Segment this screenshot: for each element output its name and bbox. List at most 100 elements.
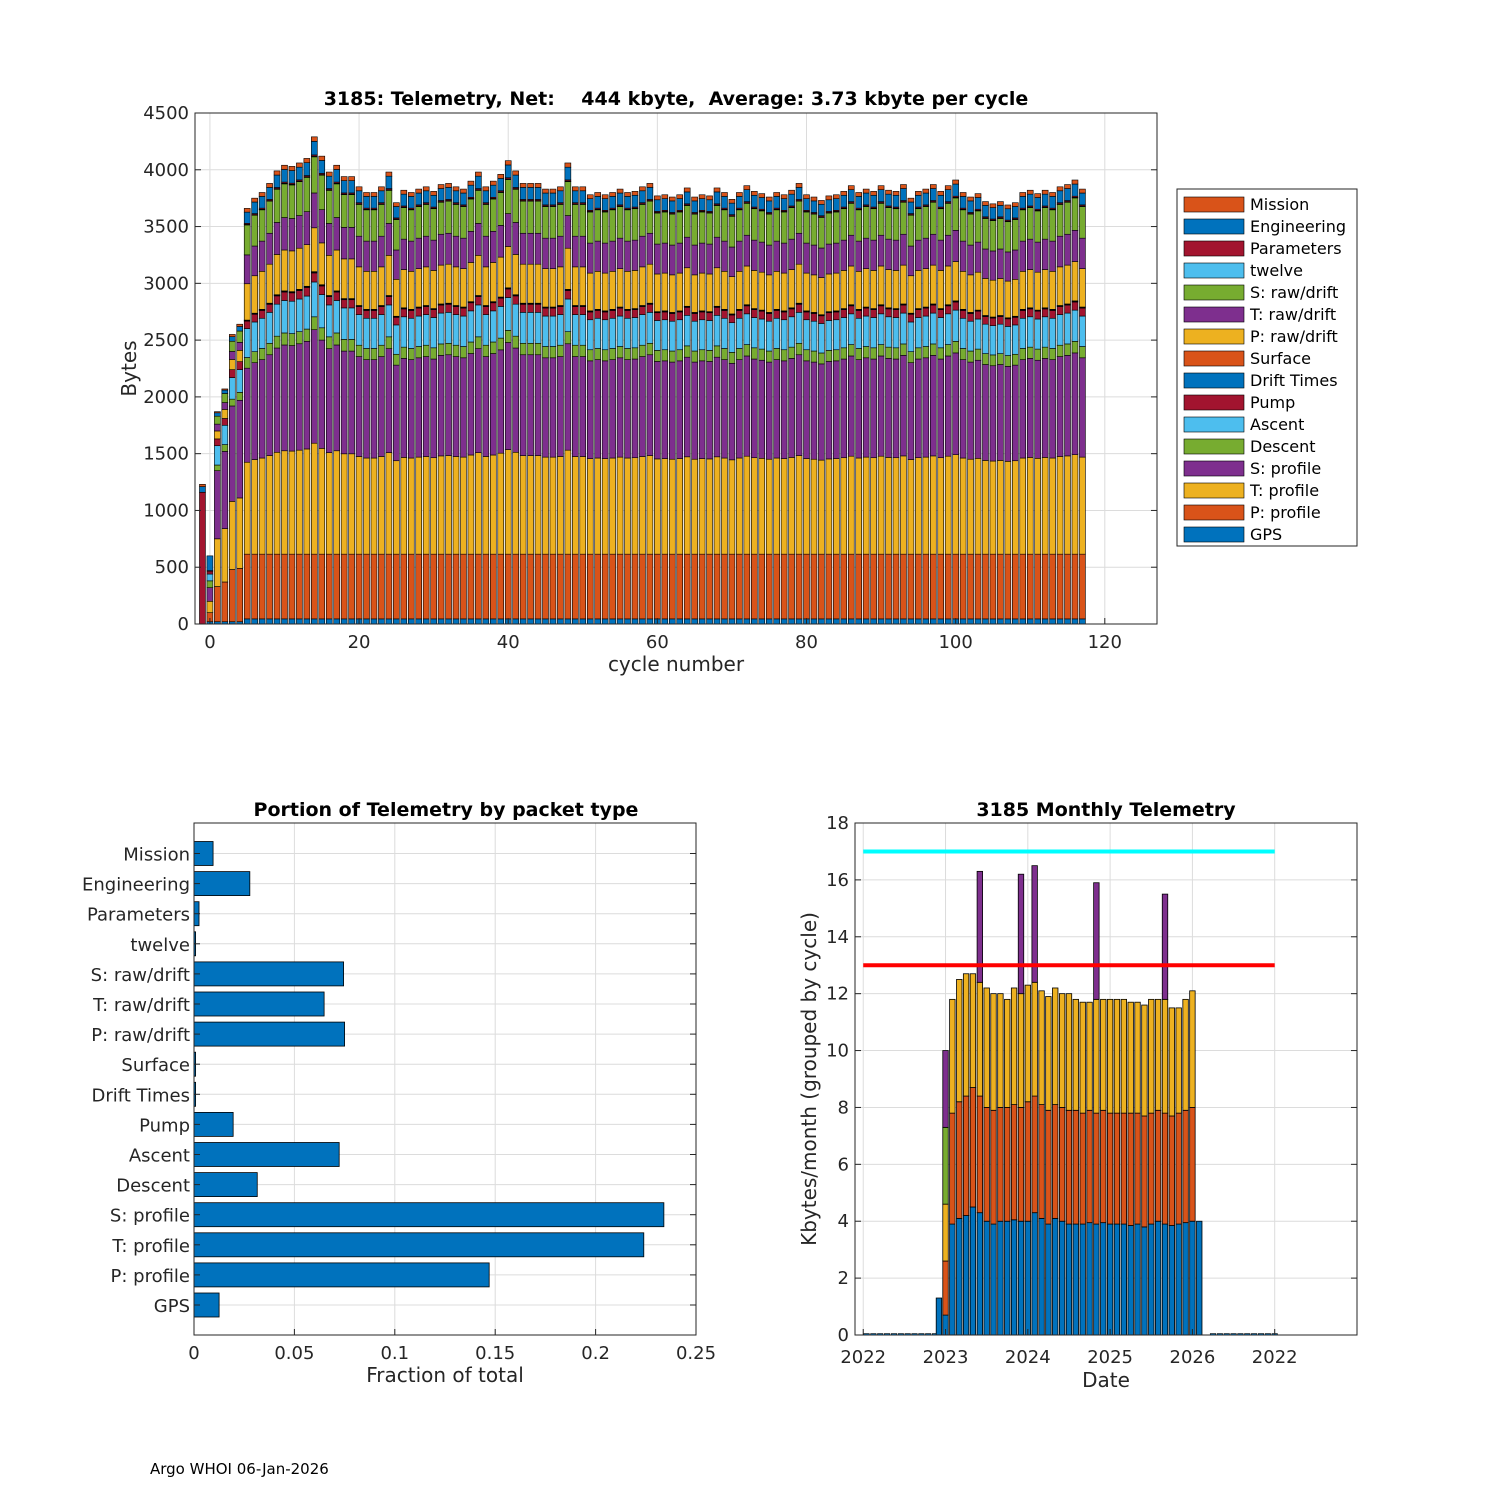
- bar-segment-t-raw-drift: [572, 235, 579, 268]
- month-bar-segment-yellow: [949, 998, 956, 1114]
- bl-bar-descent: [193, 1172, 258, 1197]
- month-bar-segment-orange: [962, 1095, 970, 1216]
- bar-segment-s-profile: [348, 350, 355, 455]
- bar-segment-p-profile: [601, 553, 609, 620]
- bar-segment-t-raw-drift: [311, 192, 318, 229]
- month-bar-segment-yellow: [1004, 998, 1011, 1108]
- bar-segment-t-raw-drift: [706, 243, 713, 275]
- bar-segment-p-profile: [430, 553, 437, 620]
- br-chart-frame: [854, 822, 1358, 1336]
- bar-segment-s-raw-drift: [706, 212, 713, 245]
- month-bar: [949, 998, 956, 1336]
- bar-segment-s-profile: [795, 354, 803, 456]
- bar-segment-engineering: [952, 183, 959, 197]
- bar-segment-pump: [236, 361, 244, 370]
- bar-segment-gps: [751, 618, 758, 625]
- month-bar-segment-blue: [949, 1223, 956, 1336]
- cycle-bar-96: [922, 188, 930, 625]
- bar-segment-pump: [557, 306, 564, 315]
- bar-segment-descent: [870, 347, 877, 360]
- bar-segment-gps: [780, 618, 788, 625]
- cycle-bar-100: [952, 179, 959, 625]
- month-bar: [976, 870, 983, 1336]
- bar-segment-p-raw-drift: [422, 266, 430, 306]
- bar-segment-p-profile: [363, 553, 370, 620]
- bar-segment-engineering: [751, 194, 758, 208]
- bl-ytick-label: Drift Times: [92, 1085, 191, 1106]
- bar-segment-descent: [385, 336, 393, 349]
- bar-segment-gps: [415, 618, 423, 625]
- bar-segment-pump: [415, 307, 423, 317]
- cycle-bar-15: [318, 155, 326, 625]
- bar-segment-descent: [512, 335, 519, 349]
- bar-segment-p-profile: [922, 553, 930, 620]
- bar-segment-mission: [594, 192, 601, 197]
- bar-segment-mission: [654, 195, 661, 201]
- bar-segment-t-profile: [355, 456, 363, 555]
- bar-segment-s-profile: [721, 359, 728, 459]
- bar-segment-ascent: [512, 303, 519, 337]
- bar-segment-ascent: [385, 304, 393, 338]
- bar-segment-mission: [616, 188, 624, 194]
- bar-segment-s-raw-drift: [900, 201, 907, 235]
- bl-xtick-label: 0.05: [274, 1343, 314, 1364]
- bar-segment-descent: [840, 347, 848, 360]
- bar-segment-pump: [773, 310, 780, 319]
- month-bar-segment-yellow: [969, 973, 977, 1088]
- bar-segment-engineering: [691, 200, 698, 213]
- bar-segment-t-profile: [885, 457, 892, 555]
- month-bar-segment-yellow: [1010, 987, 1018, 1106]
- bar-segment-gps: [534, 618, 542, 625]
- bar-segment-t-raw-drift: [303, 211, 311, 245]
- month-bar: [1127, 1001, 1134, 1336]
- bar-segment-ascent: [318, 294, 326, 329]
- month-bar-segment-purple: [942, 1050, 949, 1128]
- bar-segment-engineering: [616, 192, 624, 206]
- bar-segment-mission: [892, 191, 900, 196]
- bar-segment-engineering: [639, 190, 646, 204]
- bar-segment-pump: [833, 311, 840, 321]
- bar-segment-mission: [1004, 204, 1012, 210]
- month-bar-segment-orange: [1113, 1112, 1121, 1225]
- legend-label: T: raw/drift: [1249, 305, 1336, 324]
- bar-segment-descent: [594, 348, 601, 360]
- bar-segment-p-raw-drift: [385, 255, 393, 296]
- cycle-bar-92: [892, 191, 900, 625]
- bar-segment-t-profile: [609, 457, 616, 555]
- cycle-bar-70: [728, 199, 736, 625]
- bar-segment-p-profile: [959, 553, 967, 620]
- month-bar-segment-blue: [1038, 1217, 1045, 1336]
- month-bar-segment-blue: [935, 1297, 943, 1336]
- bar-segment-mission: [564, 162, 572, 168]
- bar-segment-pump: [691, 313, 698, 322]
- bar-segment-s-profile: [892, 358, 900, 459]
- bar-segment-mission: [557, 186, 564, 192]
- bar-segment-s-profile: [340, 350, 348, 455]
- bl-ytick-label: Descent: [116, 1176, 190, 1197]
- bar-segment-s-profile: [475, 348, 482, 453]
- bar-segment-pump: [221, 418, 229, 426]
- bar-segment-t-raw-drift: [989, 250, 997, 281]
- bar-segment-mission: [795, 183, 803, 188]
- bar-segment-ascent: [609, 317, 616, 349]
- legend-label: P: profile: [1250, 503, 1321, 522]
- br-ytick-label: 14: [826, 927, 849, 948]
- bar-segment-pump: [765, 313, 773, 322]
- bar-segment-gps: [959, 618, 967, 625]
- legend-swatch: [1183, 196, 1245, 213]
- cycle-bar-14: [311, 136, 318, 625]
- bar-segment-mission: [818, 200, 825, 205]
- bar-segment-ascent: [243, 328, 251, 358]
- cycle-bar-6: [251, 197, 258, 625]
- bar-segment-p-raw-drift: [549, 268, 557, 308]
- bar-segment-pump: [1056, 306, 1064, 315]
- bar-segment-p-profile: [318, 553, 326, 620]
- bar-segment-pump: [594, 310, 601, 319]
- bar-segment-gps: [549, 618, 557, 625]
- bar-segment-mission: [833, 194, 840, 199]
- cycle-bar-26: [400, 189, 408, 625]
- legend-label: GPS: [1250, 525, 1282, 544]
- bar-segment-ascent: [564, 298, 572, 332]
- bar-segment-p-raw-drift: [251, 275, 258, 314]
- bar-segment-pump: [273, 295, 281, 305]
